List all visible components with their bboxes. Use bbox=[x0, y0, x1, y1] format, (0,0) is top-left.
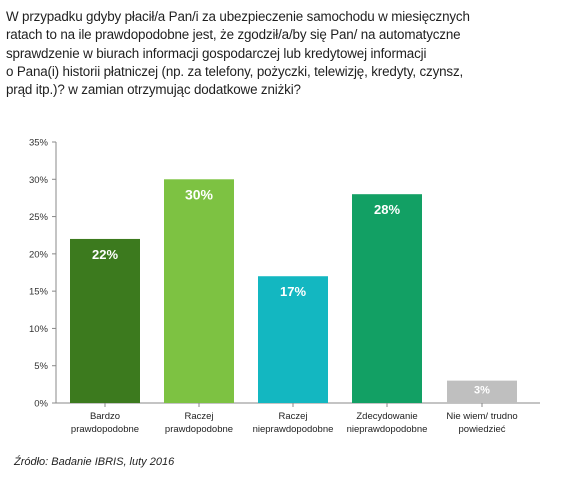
y-tick-label: 5% bbox=[34, 361, 48, 372]
x-category-label: prawdopodobne bbox=[165, 424, 233, 435]
y-tick-label: 10% bbox=[29, 324, 49, 335]
question-text: W przypadku gdyby płacił/a Pan/i za ubez… bbox=[6, 8, 566, 99]
source-note: Źródło: Badanie IBRIS, luty 2016 bbox=[14, 456, 175, 468]
x-category-label: Raczej bbox=[184, 411, 213, 422]
bar bbox=[447, 380, 517, 403]
y-tick-label: 20% bbox=[29, 249, 49, 260]
y-tick-label: 30% bbox=[29, 175, 49, 186]
x-category-label: Raczej bbox=[278, 411, 307, 422]
question-line: sprawdzenie w biurach informacji gospoda… bbox=[6, 45, 427, 61]
y-tick-label: 15% bbox=[29, 287, 49, 298]
data-label: 17% bbox=[280, 284, 306, 299]
data-label: 22% bbox=[92, 247, 118, 262]
x-category-label: Nie wiem/ trudno bbox=[446, 411, 517, 422]
question-line: ratach to na ile prawdopodobne jest, że … bbox=[6, 27, 461, 43]
x-category-label: powiedzieć bbox=[459, 424, 506, 435]
question-line: W przypadku gdyby płacił/a Pan/i za ubez… bbox=[6, 9, 470, 24]
data-label: 3% bbox=[474, 385, 490, 397]
y-tick-label: 0% bbox=[34, 399, 48, 410]
bar bbox=[164, 179, 234, 403]
bar bbox=[352, 194, 422, 403]
bar bbox=[70, 238, 140, 403]
x-category-label: prawdopodobne bbox=[71, 424, 139, 435]
question-line: o Pana(i) historii płatniczej (np. za te… bbox=[6, 63, 464, 79]
x-category-label: nieprawdopodobne bbox=[347, 424, 428, 435]
data-label: 30% bbox=[185, 186, 214, 202]
x-category-label: Bardzo bbox=[90, 411, 120, 422]
question-line: prąd itp.)? w zamian otrzymując dodatkow… bbox=[6, 82, 301, 98]
y-tick-label: 25% bbox=[29, 212, 49, 223]
x-category-label: nieprawdopodobne bbox=[253, 424, 334, 435]
bar bbox=[258, 276, 328, 403]
data-label: 28% bbox=[374, 202, 400, 217]
x-category-label: Zdecydowanie bbox=[356, 411, 417, 422]
y-tick-label: 35% bbox=[29, 138, 49, 149]
